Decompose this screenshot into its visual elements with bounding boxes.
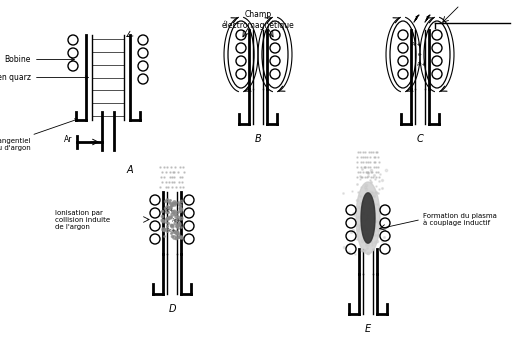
Text: D: D: [168, 304, 176, 314]
Text: Tube en quarz: Tube en quarz: [0, 73, 88, 82]
Text: C: C: [417, 134, 423, 144]
Text: Flux tangentiel
du eau d'argon: Flux tangentiel du eau d'argon: [0, 119, 77, 151]
Text: Ar+: Ar+: [172, 218, 181, 223]
Text: Ionisation par
collision induite
de l'argon: Ionisation par collision induite de l'ar…: [55, 209, 110, 229]
Text: Ar+: Ar+: [417, 62, 426, 67]
Polygon shape: [361, 193, 375, 243]
Text: Bobine: Bobine: [5, 55, 74, 64]
Text: Ar+: Ar+: [167, 228, 177, 233]
Polygon shape: [356, 182, 380, 254]
Text: Ar: Ar: [63, 135, 72, 144]
Text: e-: e-: [418, 53, 423, 58]
Text: Ar+: Ar+: [165, 208, 175, 213]
Text: E: E: [365, 324, 371, 334]
Text: Formation du plasma
à couplage inductif: Formation du plasma à couplage inductif: [423, 213, 497, 226]
Text: B: B: [255, 134, 262, 144]
Text: A: A: [127, 165, 133, 175]
Text: Champ
électromagnétique: Champ électromagnétique: [222, 10, 294, 30]
Text: Ar+: Ar+: [412, 43, 422, 48]
